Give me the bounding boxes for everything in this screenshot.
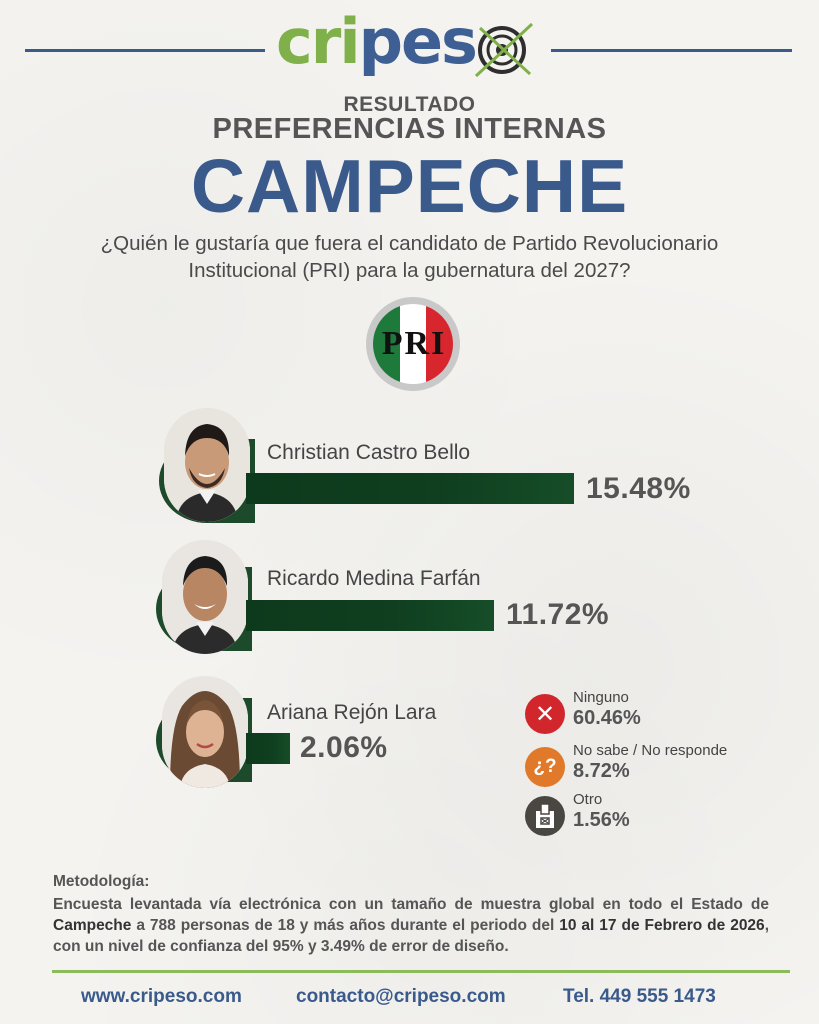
pri-letter-r: R bbox=[404, 325, 430, 362]
option-value-otro: 1.56% bbox=[573, 809, 630, 831]
methodology-part-2: a 788 personas de 18 y más años durante … bbox=[131, 917, 560, 934]
candidate-photo-medina bbox=[162, 540, 248, 654]
candidate-name-ricardo-medina-farfan: Ricardo Medina Farfán bbox=[267, 567, 481, 590]
option-value-ninguno: 60.46% bbox=[573, 707, 641, 729]
value-label-christian-castro-bello: 15.48% bbox=[586, 472, 691, 505]
brand-name-green: cri bbox=[276, 5, 361, 78]
bar-ariana-rejon-lara bbox=[246, 733, 290, 764]
candidate-name-christian-castro-bello: Christian Castro Bello bbox=[267, 441, 471, 464]
header-line-right bbox=[551, 49, 792, 52]
footer-email-link[interactable]: contacto@cripeso.com bbox=[296, 986, 506, 1007]
footer-phone[interactable]: Tel. 449 555 1473 bbox=[563, 986, 716, 1007]
option-value-no-sabe-no-responde: 8.72% bbox=[573, 760, 630, 782]
methodology-dates: 10 al 17 de Febrero de 2026 bbox=[559, 917, 765, 934]
candidate-photo-castro bbox=[164, 408, 250, 522]
value-label-ricardo-medina-farfan: 11.72% bbox=[506, 598, 610, 631]
option-label-ninguno: Ninguno bbox=[573, 689, 629, 706]
methodology-title: Metodología: bbox=[53, 873, 150, 890]
footer-divider bbox=[52, 970, 790, 973]
state-title: CAMPECHE bbox=[190, 144, 629, 228]
brand-logo: cripes bbox=[276, 6, 546, 84]
pri-letter-i: I bbox=[431, 325, 445, 362]
poll-subtitle: PREFERENCIAS INTERNAS bbox=[212, 113, 607, 145]
methodology-text: Encuesta levantada vía electrónica con u… bbox=[53, 894, 769, 957]
candidate-photo-rejon bbox=[162, 676, 248, 788]
result-label: RESULTADO bbox=[343, 93, 476, 116]
header-line-left bbox=[25, 49, 265, 52]
methodology-part-3: , con un nivel de confianza del 95% y 3.… bbox=[53, 917, 769, 955]
methodology-part-1: Encuesta levantada vía electrónica con u… bbox=[53, 896, 769, 913]
bar-ricardo-medina-farfan bbox=[246, 600, 494, 631]
ballot-icon bbox=[525, 796, 565, 836]
methodology-state: Campeche bbox=[53, 917, 132, 934]
brand-name-blue: pes bbox=[358, 5, 478, 78]
value-label-ariana-rejon-lara: 2.06% bbox=[300, 731, 388, 764]
footer-website-link[interactable]: www.cripeso.com bbox=[81, 986, 242, 1007]
pri-letter-p: P bbox=[381, 325, 403, 362]
pri-logo: P R I bbox=[366, 297, 460, 391]
bar-christian-castro-bello bbox=[246, 473, 574, 504]
option-label-otro: Otro bbox=[573, 791, 603, 808]
poll-question: ¿Quién le gustaría que fuera el candidat… bbox=[100, 232, 719, 282]
question-icon: ¿? bbox=[525, 747, 565, 787]
target-icon bbox=[474, 22, 534, 78]
x-icon: ✕ bbox=[525, 694, 565, 734]
candidate-name-ariana-rejon-lara: Ariana Rejón Lara bbox=[267, 701, 437, 724]
option-label-no-sabe-no-responde: No sabe / No responde bbox=[573, 742, 728, 759]
